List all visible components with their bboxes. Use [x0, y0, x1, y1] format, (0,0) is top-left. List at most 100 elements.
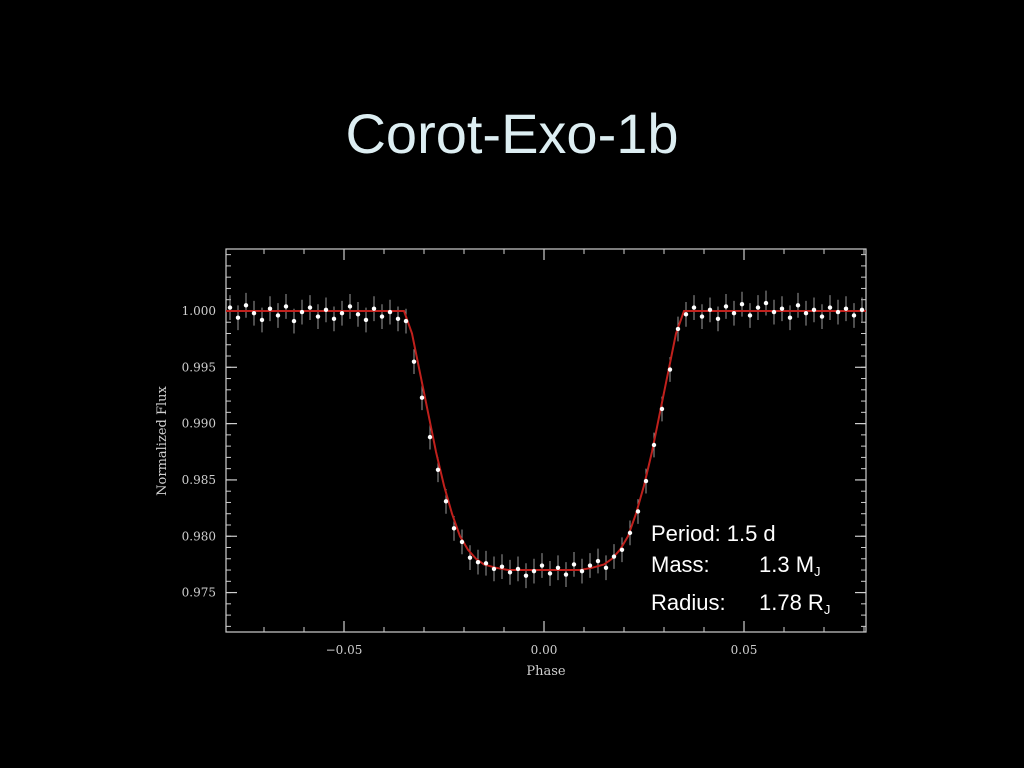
data-point [355, 312, 361, 317]
data-point [507, 570, 513, 575]
data-point [771, 309, 777, 315]
data-point [523, 573, 529, 578]
data-point [811, 307, 817, 313]
data-point [675, 326, 681, 332]
y-axis-ticks: 1.000 0.995 0.990 0.985 0.980 0.975 [182, 304, 866, 600]
mass-label: Mass: [651, 552, 710, 577]
data-point [819, 314, 825, 319]
data-point [539, 563, 545, 568]
data-point [699, 314, 705, 319]
data-point [795, 303, 801, 308]
mass-row: Mass: 1.3 MJ [651, 549, 830, 587]
data-point [859, 307, 865, 313]
data-point [843, 306, 849, 311]
x-tick-label: −0.05 [326, 643, 363, 657]
data-point [739, 301, 745, 307]
data-point [747, 313, 753, 318]
data-point [635, 509, 641, 514]
data-point [491, 566, 497, 572]
chart-panel: −0.05 0.00 0.05 1.000 0.995 0.990 0.985 0.980 0… [146, 223, 880, 682]
x-tick-label: 0.00 [531, 643, 558, 657]
data-point [531, 568, 537, 574]
data-point [755, 305, 761, 310]
data-point [651, 442, 657, 448]
data-point [691, 305, 697, 310]
data-point [371, 306, 377, 311]
data-point [243, 303, 249, 308]
data-point [459, 539, 465, 545]
data-point [667, 367, 673, 372]
data-point [723, 304, 729, 309]
data-point [323, 307, 329, 313]
data-point [787, 315, 793, 320]
x-tick-label: 0.05 [731, 643, 758, 657]
data-point [851, 313, 857, 318]
data-point [595, 558, 601, 564]
data-point [379, 314, 385, 319]
data-point [619, 547, 625, 552]
data-point [467, 555, 473, 560]
data-point [259, 317, 265, 323]
slide-title: Corot-Exo-1b [345, 102, 679, 165]
mass-value: 1.3 M [759, 552, 815, 577]
data-point [627, 530, 633, 536]
period-value: 1.5 d [726, 521, 776, 546]
data-point [331, 316, 337, 322]
data-point [235, 315, 241, 320]
data-point [499, 564, 505, 569]
data-point [563, 572, 569, 577]
data-point [283, 304, 289, 309]
data-point [435, 467, 441, 472]
y-tick-label: 0.995 [182, 360, 216, 374]
y-tick-label: 0.975 [182, 586, 216, 600]
data-point [803, 311, 809, 316]
data-point [683, 312, 689, 317]
data-point [835, 309, 841, 315]
data-point [579, 568, 585, 574]
y-tick-label: 1.000 [182, 304, 216, 318]
data-point [443, 499, 449, 504]
data-point [483, 561, 489, 566]
data-point [587, 563, 593, 568]
y-axis-label: Normalized Flux [155, 385, 170, 495]
data-point [779, 306, 785, 311]
data-point [275, 313, 281, 318]
data-point [643, 478, 649, 484]
data-point [315, 314, 321, 319]
data-point [227, 305, 233, 310]
data-point [347, 304, 353, 309]
model-curve-group [226, 310, 866, 571]
data-point [251, 311, 257, 316]
radius-value-wrap: 1.78 RJ [759, 587, 830, 625]
data-point [731, 311, 737, 316]
data-point [451, 526, 457, 531]
data-point [267, 306, 273, 311]
data-point [611, 554, 617, 559]
data-point [419, 395, 425, 400]
data-point [555, 565, 561, 570]
data-point [387, 309, 393, 315]
data-point [475, 559, 481, 565]
data-point [307, 305, 313, 310]
data-point [659, 406, 665, 412]
radius-row: Radius: 1.78 RJ [651, 587, 830, 625]
data-points [227, 300, 865, 578]
data-point [403, 318, 409, 324]
x-axis-ticks: −0.05 0.00 0.05 [326, 249, 758, 657]
data-point [427, 434, 433, 440]
data-point [571, 562, 577, 567]
mass-value-wrap: 1.3 MJ [759, 549, 821, 587]
data-point [291, 318, 297, 324]
radius-label: Radius: [651, 590, 726, 615]
period-label: Period: [651, 521, 721, 546]
data-point [715, 316, 721, 322]
y-tick-label: 0.985 [182, 473, 216, 487]
data-point [603, 565, 609, 570]
data-point [411, 359, 417, 364]
data-point [515, 566, 521, 572]
data-point [363, 317, 369, 323]
y-tick-label: 0.980 [182, 529, 216, 543]
radius-unit-subscript: J [823, 602, 831, 617]
data-point [827, 305, 833, 310]
data-point [299, 309, 305, 315]
